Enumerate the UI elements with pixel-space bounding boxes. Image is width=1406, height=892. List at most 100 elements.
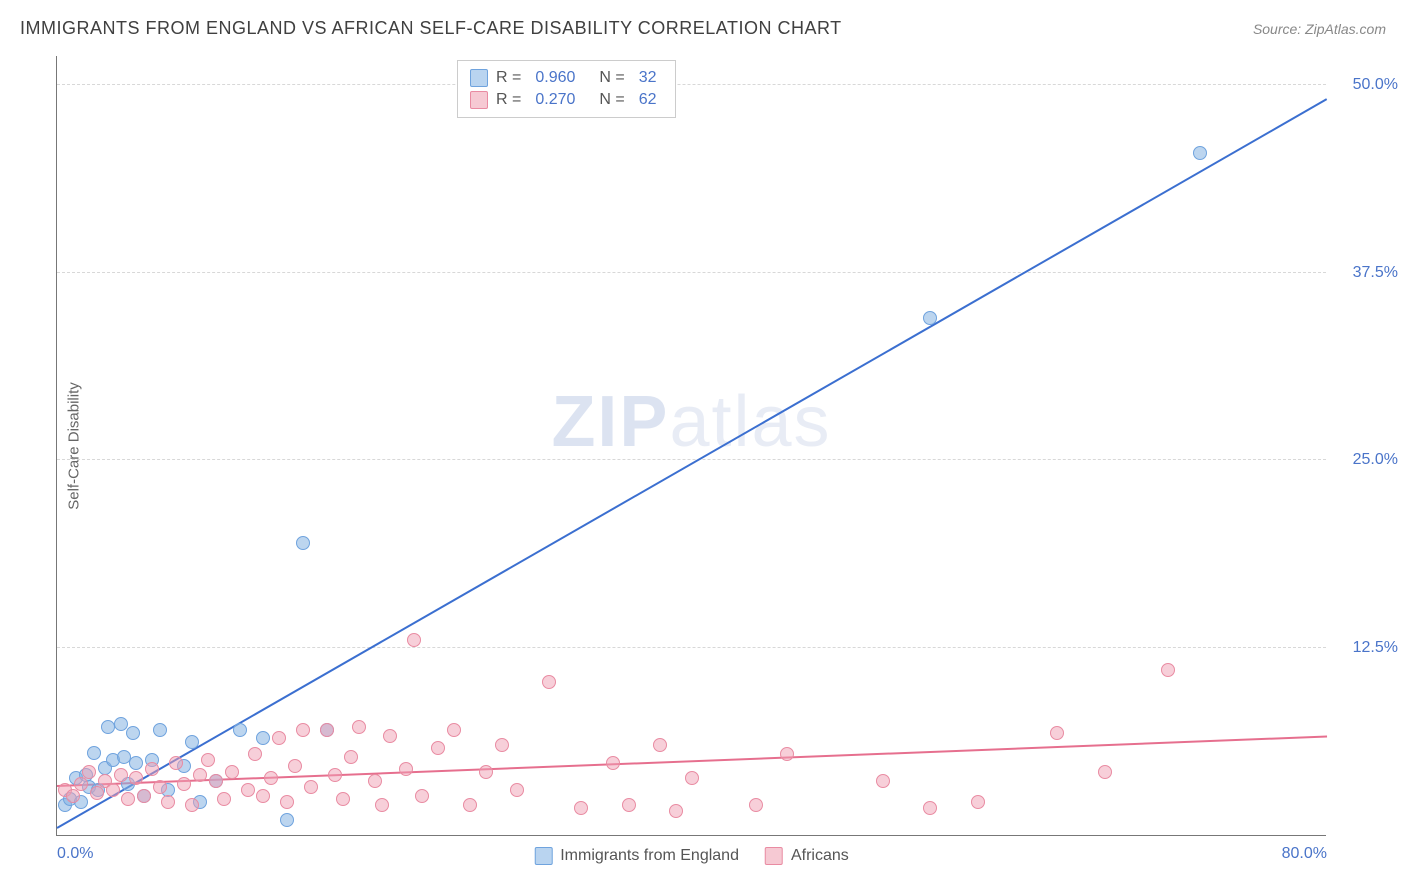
scatter-point	[106, 783, 120, 797]
correlation-legend-row: R = 0.960 N = 32	[470, 67, 663, 89]
scatter-point	[336, 792, 350, 806]
legend-swatch	[470, 69, 488, 87]
scatter-point	[923, 311, 937, 325]
scatter-point	[749, 798, 763, 812]
scatter-point	[185, 735, 199, 749]
grid-line	[57, 459, 1326, 460]
grid-line	[57, 84, 1326, 85]
scatter-point	[153, 780, 167, 794]
scatter-point	[415, 789, 429, 803]
legend-swatch	[534, 847, 552, 865]
scatter-point	[296, 723, 310, 737]
y-tick-label: 25.0%	[1353, 451, 1398, 469]
trend-line	[57, 98, 1328, 829]
scatter-point	[463, 798, 477, 812]
r-label: R =	[496, 69, 521, 87]
scatter-point	[87, 746, 101, 760]
scatter-point	[407, 633, 421, 647]
scatter-point	[399, 762, 413, 776]
scatter-point	[923, 801, 937, 815]
scatter-point	[780, 747, 794, 761]
scatter-point	[272, 731, 286, 745]
scatter-point	[375, 798, 389, 812]
x-tick-label: 80.0%	[1282, 845, 1327, 863]
scatter-point	[145, 762, 159, 776]
scatter-point	[121, 792, 135, 806]
r-label: R =	[496, 91, 521, 109]
legend-swatch	[765, 847, 783, 865]
series-legend-label: Africans	[791, 847, 849, 865]
scatter-point	[574, 801, 588, 815]
scatter-point	[241, 783, 255, 797]
series-legend-item: Africans	[765, 847, 849, 865]
scatter-point	[447, 723, 461, 737]
scatter-point	[90, 786, 104, 800]
scatter-point	[177, 777, 191, 791]
scatter-point	[137, 789, 151, 803]
scatter-point	[288, 759, 302, 773]
watermark: ZIPatlas	[551, 381, 831, 463]
scatter-point	[669, 804, 683, 818]
n-label: N =	[599, 91, 624, 109]
y-tick-label: 37.5%	[1353, 264, 1398, 282]
scatter-point	[193, 768, 207, 782]
scatter-point	[383, 729, 397, 743]
scatter-point	[1161, 663, 1175, 677]
scatter-point	[114, 717, 128, 731]
scatter-point	[74, 777, 88, 791]
x-tick-label: 0.0%	[57, 845, 93, 863]
scatter-point	[304, 780, 318, 794]
scatter-point	[1098, 765, 1112, 779]
scatter-point	[352, 720, 366, 734]
grid-line	[57, 647, 1326, 648]
scatter-point	[264, 771, 278, 785]
scatter-point	[280, 795, 294, 809]
series-legend-label: Immigrants from England	[560, 847, 739, 865]
scatter-point	[201, 753, 215, 767]
n-value: 32	[639, 69, 657, 87]
scatter-point	[161, 795, 175, 809]
scatter-point	[225, 765, 239, 779]
scatter-point	[256, 789, 270, 803]
scatter-point	[66, 789, 80, 803]
y-tick-label: 12.5%	[1353, 639, 1398, 657]
scatter-point	[328, 768, 342, 782]
scatter-point	[153, 723, 167, 737]
scatter-point	[495, 738, 509, 752]
scatter-point	[129, 756, 143, 770]
scatter-point	[971, 795, 985, 809]
grid-line	[57, 272, 1326, 273]
scatter-point	[606, 756, 620, 770]
chart-header: IMMIGRANTS FROM ENGLAND VS AFRICAN SELF-…	[20, 18, 1386, 39]
scatter-point	[622, 798, 636, 812]
series-legend: Immigrants from England Africans	[534, 847, 849, 865]
scatter-point	[126, 726, 140, 740]
scatter-point	[296, 536, 310, 550]
scatter-point	[542, 675, 556, 689]
watermark-light: atlas	[669, 382, 831, 462]
source-attribution: Source: ZipAtlas.com	[1253, 21, 1386, 37]
plot-area: ZIPatlas 12.5%25.0%37.5%50.0%0.0%80.0%R …	[56, 56, 1326, 836]
n-label: N =	[599, 69, 624, 87]
scatter-point	[185, 798, 199, 812]
scatter-point	[876, 774, 890, 788]
series-legend-item: Immigrants from England	[534, 847, 739, 865]
scatter-point	[217, 792, 231, 806]
scatter-point	[209, 774, 223, 788]
scatter-point	[431, 741, 445, 755]
scatter-point	[233, 723, 247, 737]
scatter-point	[248, 747, 262, 761]
scatter-point	[368, 774, 382, 788]
scatter-point	[256, 731, 270, 745]
scatter-point	[169, 756, 183, 770]
correlation-legend: R =0.960N =32R =0.270N =62	[457, 60, 676, 118]
scatter-point	[114, 768, 128, 782]
scatter-point	[479, 765, 493, 779]
r-value: 0.960	[535, 69, 575, 87]
watermark-bold: ZIP	[551, 382, 669, 462]
scatter-point	[280, 813, 294, 827]
scatter-point	[685, 771, 699, 785]
chart-title: IMMIGRANTS FROM ENGLAND VS AFRICAN SELF-…	[20, 18, 842, 39]
r-value: 0.270	[535, 91, 575, 109]
scatter-point	[653, 738, 667, 752]
